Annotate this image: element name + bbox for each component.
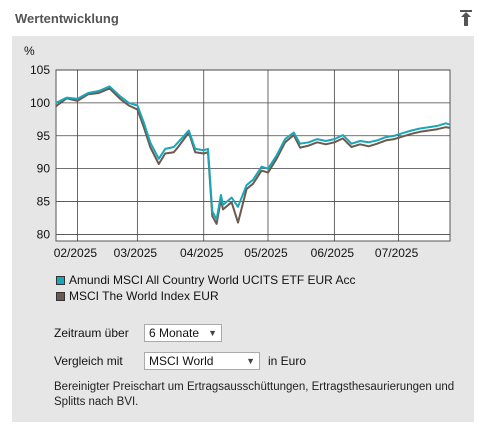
content-panel: % 80 85 90 95 100 105 02/2025 03/2025 04/2025 05/2… (12, 36, 474, 422)
vergleich-select[interactable]: MSCI World ▼ (144, 352, 260, 370)
y-tick-label: 100 (30, 96, 50, 110)
x-tick-label: 07/2025 (375, 246, 419, 260)
performance-chart: % 80 85 90 95 100 105 02/2025 03/2025 04/2025 05/2… (24, 44, 451, 260)
legend-swatch (56, 291, 65, 301)
chevron-down-icon: ▼ (246, 356, 255, 366)
y-tick-label: 80 (37, 227, 51, 241)
legend-label: MSCI The World Index EUR (69, 289, 219, 303)
chevron-down-icon: ▼ (208, 328, 217, 338)
x-tick-label: 06/2025 (311, 246, 355, 260)
zeitraum-row: Zeitraum über 6 Monate ▼ (54, 324, 222, 342)
x-tick-label: 04/2025 (180, 246, 224, 260)
currency-label: in Euro (268, 354, 307, 368)
vergleich-row: Vergleich mit MSCI World ▼ in Euro (54, 352, 306, 370)
widget-title: Wertentwicklung (15, 11, 119, 26)
zeitraum-value: 6 Monate (149, 326, 200, 340)
y-tick-label: 105 (30, 63, 50, 77)
chart-note: Bereinigter Preischart um Ertragsausschü… (54, 381, 455, 408)
widget-header: Wertentwicklung (0, 0, 484, 36)
vergleich-value: MSCI World (149, 354, 214, 368)
x-tick-label: 05/2025 (244, 246, 288, 260)
x-tick-label: 03/2025 (114, 246, 158, 260)
vergleich-label: Vergleich mit (54, 354, 123, 368)
x-tick-label: 02/2025 (54, 246, 98, 260)
series-line-msci (55, 87, 451, 225)
y-tick-label: 85 (37, 195, 51, 209)
y-axis-label: % (24, 44, 35, 58)
plot-area (55, 69, 451, 242)
chart-legend: Amundi MSCI All Country World UCITS ETF … (56, 272, 356, 304)
series-line-amundi (55, 85, 451, 221)
legend-item-msci: MSCI The World Index EUR (56, 288, 356, 304)
y-tick-label: 90 (37, 162, 51, 176)
zeitraum-label: Zeitraum über (54, 326, 129, 340)
pin-icon[interactable] (458, 9, 474, 27)
legend-swatch (56, 275, 65, 285)
y-tick-label: 95 (37, 129, 51, 143)
legend-item-amundi: Amundi MSCI All Country World UCITS ETF … (56, 272, 356, 288)
zeitraum-select[interactable]: 6 Monate ▼ (144, 324, 222, 342)
legend-label: Amundi MSCI All Country World UCITS ETF … (69, 273, 356, 287)
